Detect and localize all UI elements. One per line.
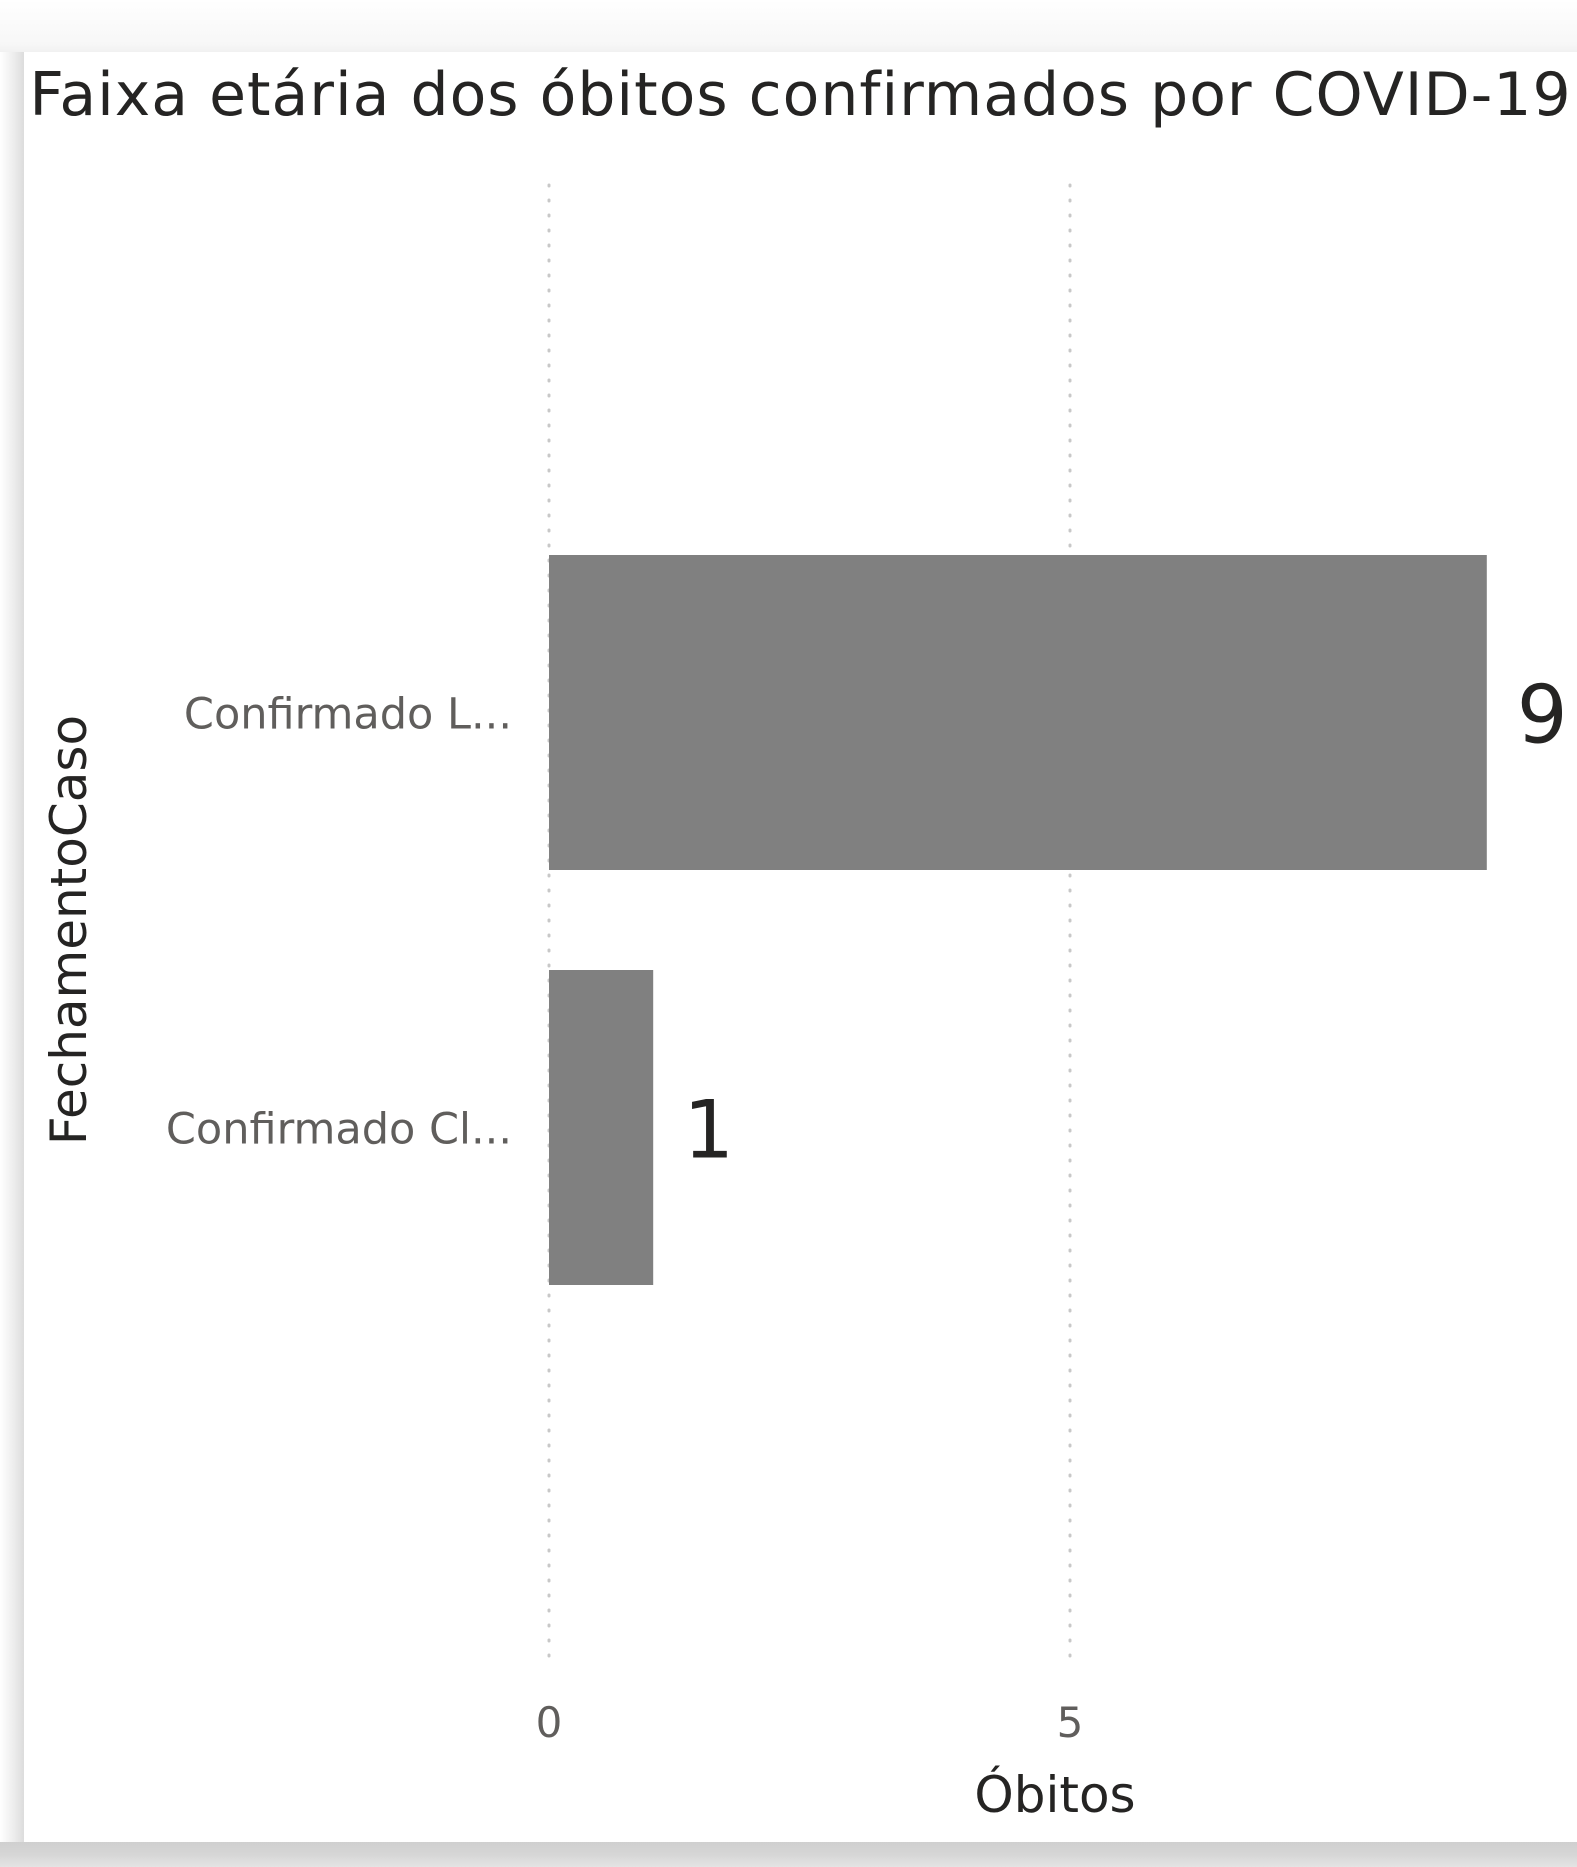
- category-label-2: Confirmado Cl...: [166, 1105, 512, 1155]
- y-axis-title: FechamentoCaso: [40, 715, 98, 1145]
- chart-title: Faixa etária dos óbitos confirmados por …: [29, 60, 1572, 130]
- x-axis-title: Óbitos: [974, 1765, 1135, 1824]
- bar-2: [549, 970, 654, 1285]
- category-label-1: Confirmado L...: [184, 690, 512, 740]
- data-label-2: 1: [683, 1084, 734, 1177]
- x-tick-label-5: 5: [1057, 1698, 1084, 1747]
- chart-visual: [24, 52, 1577, 1842]
- data-label-1: 9: [1517, 669, 1568, 762]
- bar-1: [549, 555, 1487, 870]
- bottom-shadow: [0, 1842, 1577, 1867]
- x-tick-label-0: 0: [536, 1698, 563, 1747]
- top-edge: [0, 0, 1577, 52]
- left-shadow: [0, 52, 24, 1842]
